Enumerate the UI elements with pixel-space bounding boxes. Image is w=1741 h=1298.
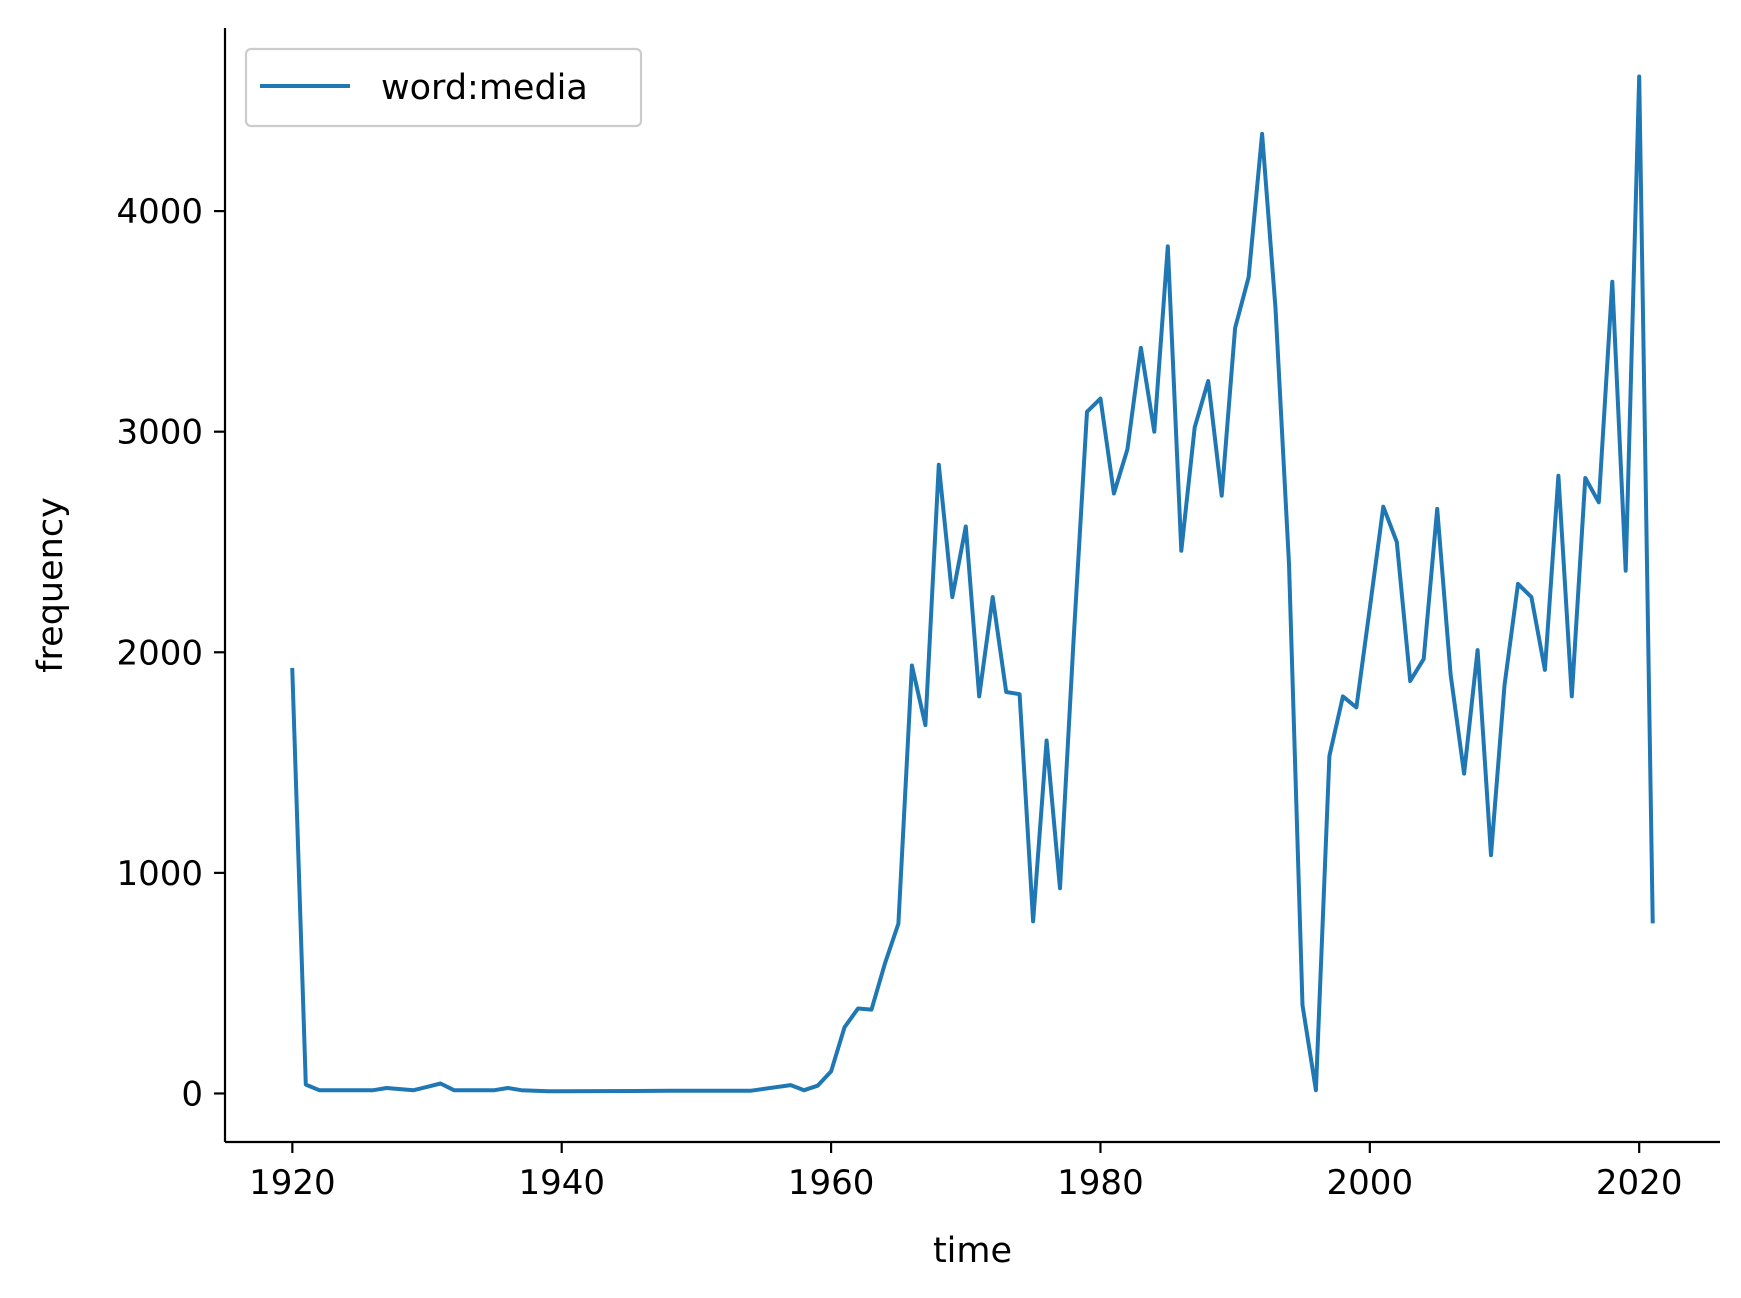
y-tick-label: 3000 [116,413,203,453]
x-tick-label: 1960 [788,1163,875,1203]
x-tick-label: 2020 [1596,1163,1683,1203]
plot-area [290,74,1655,1094]
y-tick-label: 0 [181,1074,203,1114]
x-tick-label: 1920 [249,1163,336,1203]
legend: word:media [244,47,643,128]
x-axis-ticks: 1920 1940 1960 1980 2000 2020 [249,1142,1682,1203]
axes: 1920 1940 1960 1980 2000 2020 0 1000 2000 3000 40… [31,28,1720,1271]
y-tick-label: 4000 [116,192,203,232]
x-axis-label: time [933,1231,1012,1271]
x-tick-label: 1940 [518,1163,605,1203]
y-axis-ticks: 0 1000 2000 3000 4000 [116,192,225,1114]
legend-label-word-media: word:media [381,68,588,108]
series-line-word-media [290,74,1655,1094]
x-tick-label: 2000 [1327,1163,1414,1203]
legend-box [244,47,643,128]
y-axis-label: frequency [31,497,71,673]
x-tick-label: 1980 [1057,1163,1144,1203]
y-tick-label: 2000 [116,633,203,673]
y-tick-label: 1000 [116,854,203,894]
